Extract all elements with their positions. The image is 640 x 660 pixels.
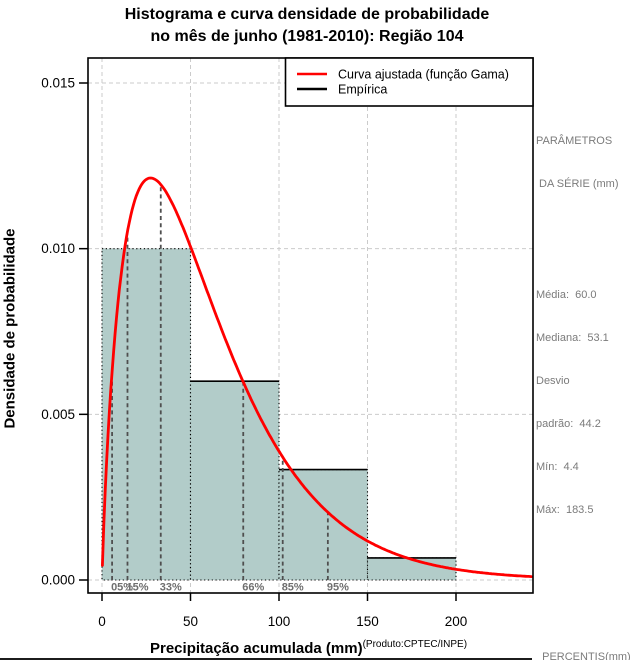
side-panel: PARÂMETROS DA SÉRIE (mm) Média: 60.0 Med… <box>536 77 640 660</box>
x-axis-label: Precipitação acumulada (mm)(Produto:CPTE… <box>150 639 570 657</box>
stat-desvio-value: padrão: 44.2 <box>536 417 601 430</box>
stat-max: Máx: 183.5 <box>536 503 594 516</box>
percentile-label: 15% <box>126 582 148 594</box>
x-tick-label: 200 <box>445 614 468 629</box>
percentile-label: 66% <box>242 582 264 594</box>
y-tick-label: 0.005 <box>41 407 75 422</box>
legend-box <box>284 57 534 107</box>
stat-desvio-word: Desvio <box>536 374 570 387</box>
percentis-header: PERCENTIS(mm) <box>536 651 631 660</box>
chart-title-line1: Histograma e curva densidade de probabil… <box>124 6 490 23</box>
legend-label: Empírica <box>338 83 387 97</box>
stat-media: Média: 60.0 <box>536 289 597 302</box>
percentile-label: 33% <box>160 582 182 594</box>
params-header-line1: PARÂMETROS <box>536 135 613 148</box>
histogram-bar <box>189 380 280 581</box>
x-tick-label: 0 <box>98 614 106 629</box>
histogram-bar <box>366 557 457 581</box>
stat-min: Mín: 4.4 <box>536 460 579 473</box>
y-tick-label: 0.015 <box>41 76 75 91</box>
percentile-label: 05% <box>111 582 133 594</box>
gamma-curve <box>101 176 533 578</box>
y-tick-label: 0.010 <box>41 241 75 256</box>
chart-title-line2: no mês de junho (1981-2010): Região 104 <box>150 28 464 45</box>
percentile-label: 85% <box>282 582 304 594</box>
histogram-bar <box>278 469 369 581</box>
params-header: PARÂMETROS DA SÉRIE (mm) <box>536 106 640 220</box>
y-tick-label: 0.000 <box>41 573 75 588</box>
percentile-label: 95% <box>327 582 349 594</box>
legend-label: Curva ajustada (função Gama) <box>338 68 509 82</box>
x-tick-label: 100 <box>268 614 291 629</box>
chart-title: Histograma e curva densidade de probabil… <box>0 4 614 48</box>
x-tick-label: 50 <box>183 614 198 629</box>
stat-mediana: Mediana: 53.1 <box>536 332 609 345</box>
params-list: Média: 60.0 Mediana: 53.1 Desvio padrão:… <box>536 260 640 546</box>
params-header-line2: DA SÉRIE (mm) <box>536 178 619 191</box>
product-credit: (Produto:CPTEC/INPE) <box>362 639 468 650</box>
x-axis-label-text: Precipitação acumulada (mm) <box>150 640 363 657</box>
histogram-bar <box>101 248 192 581</box>
x-tick-label: 150 <box>356 614 379 629</box>
y-axis-label: Densidade de probabilidade <box>1 228 19 429</box>
page-bottom-border <box>0 658 532 660</box>
